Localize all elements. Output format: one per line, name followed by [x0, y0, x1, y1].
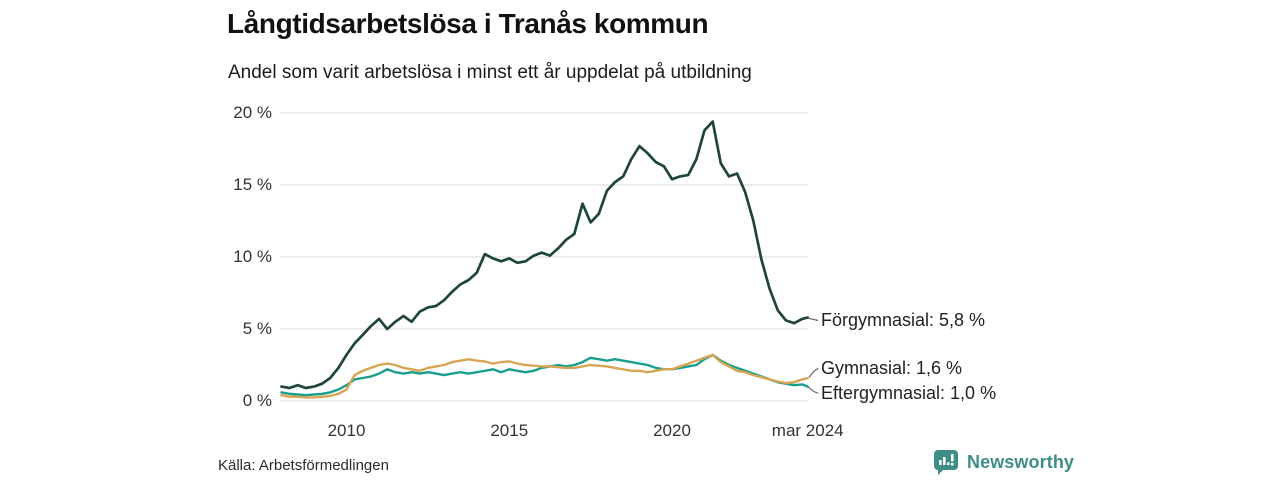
series-label-eftergymnasial: Eftergymnasial: 1,0 % — [821, 383, 997, 403]
y-tick-label: 0 % — [242, 391, 272, 410]
series-label-forgymnasial: Förgymnasial: 5,8 % — [821, 310, 986, 330]
y-tick-label: 15 % — [233, 175, 272, 194]
x-tick-label: 2010 — [327, 421, 366, 440]
brand-name: Newsworthy — [967, 451, 1075, 472]
page-title: Långtidsarbetslösa i Tranås kommun — [227, 8, 709, 39]
x-tick-label: 2015 — [490, 421, 529, 440]
source-note: Källa: Arbetsförmedlingen — [218, 457, 389, 474]
series-lines — [280, 120, 810, 399]
series-line-eftergymnasial — [280, 353, 809, 397]
y-tick-label: 10 % — [233, 247, 272, 266]
chart-subtitle: Andel som varit arbetslösa i minst ett å… — [228, 62, 752, 83]
y-tick-label: 5 % — [242, 319, 272, 338]
label-connectors — [807, 317, 819, 394]
newsworthy-icon — [933, 449, 959, 475]
series-label-gymnasial: Gymnasial: 1,6 % — [821, 358, 963, 378]
series-line-gymnasial — [280, 353, 809, 399]
connector-forgymnasial — [807, 317, 819, 322]
y-tick-label: 20 % — [233, 103, 272, 122]
gridlines — [280, 112, 808, 402]
series-line-förgymnasial — [280, 120, 810, 390]
x-tick-label: 2020 — [653, 421, 691, 440]
connector-eftergymnasial — [808, 386, 819, 394]
newsworthy-logo[interactable]: Newsworthy — [933, 449, 1074, 475]
connector-gymnasial — [808, 367, 819, 378]
x-tick-label: mar 2024 — [771, 421, 844, 440]
